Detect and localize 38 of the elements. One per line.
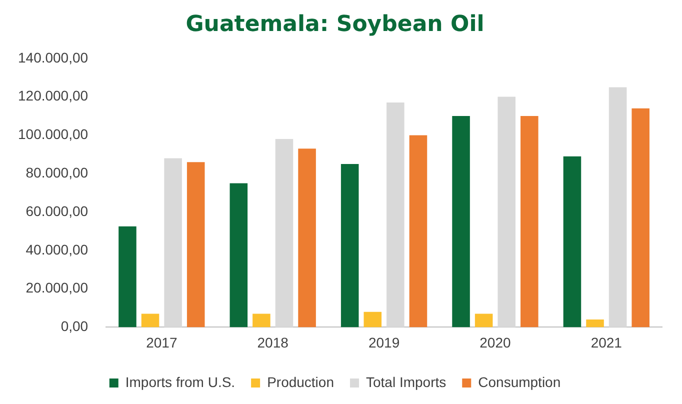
- bar: [186, 162, 205, 328]
- bar: [586, 320, 604, 328]
- bar: [298, 148, 316, 328]
- y-tick-label: 0,00: [60, 318, 88, 334]
- bar: [118, 226, 136, 328]
- legend-label: Imports from U.S.: [125, 374, 236, 390]
- chart-title: Guatemala: Soybean Oil: [186, 12, 484, 37]
- legend-label: Consumption: [478, 374, 561, 390]
- bar: [141, 314, 160, 328]
- x-tick-label: 2018: [257, 334, 289, 350]
- y-tick-label: 120.000,00: [18, 88, 88, 104]
- bar: [520, 116, 538, 328]
- bar: [474, 314, 493, 328]
- bar: [340, 164, 359, 328]
- x-tick-label: 2017: [146, 334, 178, 350]
- x-tick-label: 2021: [590, 334, 622, 350]
- legend-label: Production: [267, 374, 334, 390]
- bar: [164, 158, 182, 328]
- y-tick-label: 40.000,00: [26, 241, 88, 258]
- bar: [252, 314, 270, 328]
- y-tick-label: 100.000,00: [18, 126, 88, 142]
- bar: [386, 102, 404, 328]
- bar: [498, 96, 516, 328]
- bar: [364, 312, 382, 328]
- y-tick-label: 80.000,00: [26, 164, 88, 180]
- bar: [409, 135, 428, 328]
- y-tick-label: 20.000,00: [26, 280, 88, 296]
- legend-label: Total Imports: [366, 374, 446, 390]
- bar: [608, 87, 627, 328]
- bar: [563, 156, 582, 328]
- x-tick-label: 2019: [368, 334, 400, 350]
- bar: [275, 139, 294, 328]
- bar: [632, 108, 650, 328]
- y-tick-label: 140.000,00: [18, 49, 88, 66]
- bar: [230, 183, 248, 328]
- x-tick-label: 2020: [480, 334, 511, 350]
- bar: [452, 116, 470, 328]
- y-tick-label: 60.000,00: [26, 202, 88, 219]
